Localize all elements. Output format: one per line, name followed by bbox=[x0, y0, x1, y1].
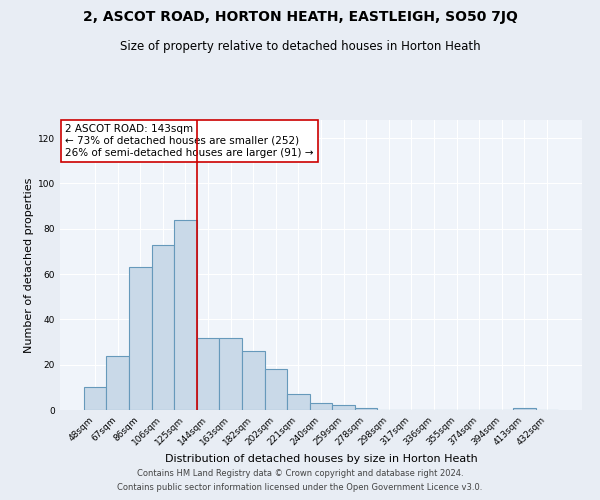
Bar bbox=[84, 388, 106, 410]
Bar bbox=[174, 220, 197, 410]
Bar bbox=[197, 338, 220, 410]
Text: 2, ASCOT ROAD, HORTON HEATH, EASTLEIGH, SO50 7JQ: 2, ASCOT ROAD, HORTON HEATH, EASTLEIGH, … bbox=[83, 10, 517, 24]
Text: 2 ASCOT ROAD: 143sqm
← 73% of detached houses are smaller (252)
26% of semi-deta: 2 ASCOT ROAD: 143sqm ← 73% of detached h… bbox=[65, 124, 314, 158]
Bar bbox=[106, 356, 129, 410]
Bar bbox=[220, 338, 242, 410]
Text: Contains public sector information licensed under the Open Government Licence v3: Contains public sector information licen… bbox=[118, 484, 482, 492]
Bar bbox=[152, 244, 174, 410]
Bar bbox=[513, 408, 536, 410]
Bar bbox=[332, 406, 355, 410]
Bar bbox=[287, 394, 310, 410]
Bar bbox=[310, 403, 332, 410]
X-axis label: Distribution of detached houses by size in Horton Heath: Distribution of detached houses by size … bbox=[164, 454, 478, 464]
Bar bbox=[242, 351, 265, 410]
Y-axis label: Number of detached properties: Number of detached properties bbox=[24, 178, 34, 352]
Text: Size of property relative to detached houses in Horton Heath: Size of property relative to detached ho… bbox=[119, 40, 481, 53]
Bar bbox=[355, 408, 377, 410]
Bar bbox=[265, 369, 287, 410]
Bar bbox=[129, 268, 152, 410]
Text: Contains HM Land Registry data © Crown copyright and database right 2024.: Contains HM Land Registry data © Crown c… bbox=[137, 468, 463, 477]
